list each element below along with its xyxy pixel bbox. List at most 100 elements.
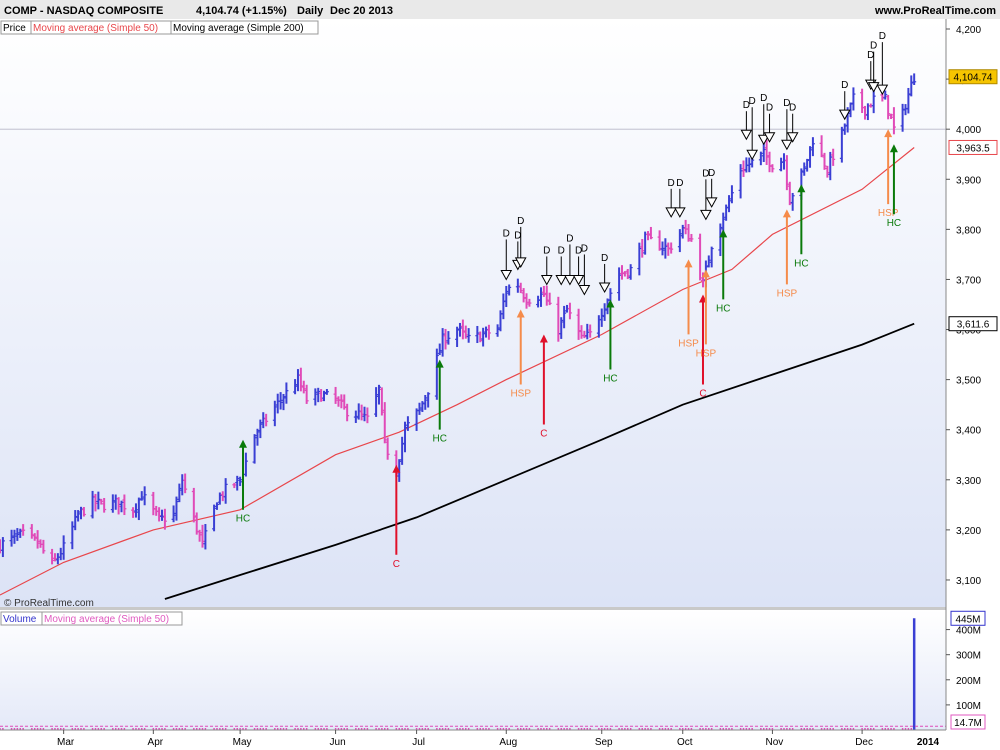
ohlc-bar bbox=[76, 510, 81, 522]
ohlc-bar bbox=[174, 496, 179, 521]
ohlc-bar bbox=[617, 267, 622, 301]
d-marker-head bbox=[763, 132, 776, 143]
d-marker-head bbox=[555, 274, 568, 286]
ohlc-bar bbox=[576, 308, 581, 340]
ohlc-bar bbox=[278, 392, 283, 410]
ohlc-bar bbox=[324, 388, 329, 395]
ohlc-bar bbox=[21, 524, 26, 536]
ohlc-bar bbox=[281, 393, 286, 411]
d-marker-label: D bbox=[708, 168, 715, 179]
ohlc-bar bbox=[116, 497, 121, 515]
d-marker: D bbox=[673, 178, 686, 218]
ohlc-bar bbox=[727, 195, 732, 213]
ohlc-bar bbox=[437, 343, 442, 356]
time-axis[interactable] bbox=[0, 730, 1000, 750]
annotation-arrowhead bbox=[701, 269, 710, 278]
price-tag-box bbox=[948, 139, 998, 155]
x-tick-label-year: 2014 bbox=[917, 737, 940, 748]
price-panel[interactable] bbox=[0, 19, 946, 607]
ohlc-bar bbox=[602, 303, 607, 321]
ohlc-bar bbox=[214, 502, 219, 510]
ohlc-bar bbox=[504, 285, 509, 308]
ohlc-bar bbox=[345, 403, 350, 422]
d-marker: D bbox=[757, 93, 770, 146]
d-marker-label: D bbox=[543, 245, 550, 256]
ohlc-bar bbox=[162, 508, 167, 530]
legend-ma50-label: Moving average (Simple 50) bbox=[33, 23, 158, 34]
ohlc-bar bbox=[203, 523, 208, 550]
annotation-arrowhead bbox=[684, 259, 693, 268]
annotation-label: C bbox=[393, 559, 400, 570]
d-marker-label: D bbox=[743, 100, 750, 111]
annotation-hsp: HSP bbox=[777, 209, 797, 299]
ohlc-bar bbox=[912, 73, 917, 86]
y-tick-label: 3,900 bbox=[956, 175, 981, 186]
ohlc-bar bbox=[41, 539, 46, 554]
d-marker-head bbox=[598, 282, 611, 293]
ohlc-bar bbox=[298, 367, 303, 392]
ohlc-bar bbox=[18, 528, 23, 538]
d-marker-label: D bbox=[702, 168, 709, 179]
price-tag-box bbox=[948, 69, 998, 85]
ohlc-bar bbox=[709, 246, 714, 268]
y-tick-label: 3,800 bbox=[956, 225, 981, 236]
d-marker-label: D bbox=[668, 178, 675, 189]
annotation-arrowhead bbox=[719, 229, 728, 238]
ohlc-bar bbox=[738, 164, 743, 199]
ohlc-bar bbox=[423, 395, 428, 410]
ohlc-bar bbox=[891, 107, 896, 135]
d-marker-label: D bbox=[841, 80, 848, 91]
ohlc-bar bbox=[157, 507, 162, 522]
ohlc-bar bbox=[160, 509, 165, 521]
annotation-hc: HC bbox=[603, 299, 618, 384]
symbol-title: COMP - NASDAQ COMPOSITE bbox=[4, 5, 163, 17]
d-marker: D bbox=[867, 41, 880, 93]
ohlc-bar bbox=[443, 328, 448, 350]
d-marker-label: D bbox=[783, 98, 790, 109]
volume-panel[interactable] bbox=[0, 610, 946, 730]
x-tick-label: Mar bbox=[57, 737, 75, 748]
ohlc-bar bbox=[81, 506, 86, 517]
ohlc-bar bbox=[567, 302, 572, 320]
ohlc-bar bbox=[457, 322, 462, 337]
price-tag: 4,104.74 bbox=[948, 69, 998, 85]
annotation-arrowhead bbox=[392, 464, 401, 473]
ohlc-bar bbox=[622, 271, 627, 277]
y-tick-label: 3,700 bbox=[956, 275, 981, 286]
annotation-label: HC bbox=[794, 258, 808, 269]
d-marker: D bbox=[740, 100, 753, 141]
ohlc-bar bbox=[50, 548, 55, 565]
ohlc-bar bbox=[293, 379, 298, 395]
y-tick-label: 3,200 bbox=[956, 526, 981, 537]
legend-vol-ma50-box bbox=[41, 611, 183, 626]
ohlc-bar bbox=[61, 535, 66, 560]
ma50-line bbox=[0, 147, 915, 596]
annotation-label: HC bbox=[716, 303, 730, 314]
d-marker: D bbox=[500, 228, 513, 281]
ohlc-bar bbox=[379, 387, 384, 416]
ohlc-bar bbox=[871, 88, 876, 114]
ohlc-bar bbox=[741, 160, 746, 177]
ohlc-bar bbox=[463, 325, 468, 339]
ohlc-bar bbox=[232, 482, 237, 489]
ohlc-bar bbox=[426, 392, 431, 408]
ohlc-bar bbox=[808, 146, 813, 168]
ohlc-bar bbox=[831, 148, 836, 166]
ohlc-bar bbox=[110, 494, 115, 513]
ohlc-bar bbox=[481, 327, 486, 347]
annotation-c: C bbox=[539, 334, 548, 440]
annotation-label: HC bbox=[603, 373, 617, 384]
ohlc-bar bbox=[420, 401, 425, 413]
x-axis-labels: Mar Apr May Jun Jul Aug Sep Oct Nov Dec 2014 bbox=[57, 730, 940, 748]
ohlc-bar bbox=[660, 241, 665, 256]
ohlc-bar bbox=[784, 155, 789, 191]
annotation-arrowhead bbox=[606, 299, 615, 308]
d-marker: D bbox=[705, 168, 718, 208]
ohlc-bar bbox=[374, 387, 379, 417]
ohlc-bar bbox=[142, 486, 147, 506]
annotation-arrowhead bbox=[516, 309, 525, 318]
ohlc-bar bbox=[403, 421, 408, 453]
panel-divider[interactable] bbox=[0, 607, 1000, 610]
